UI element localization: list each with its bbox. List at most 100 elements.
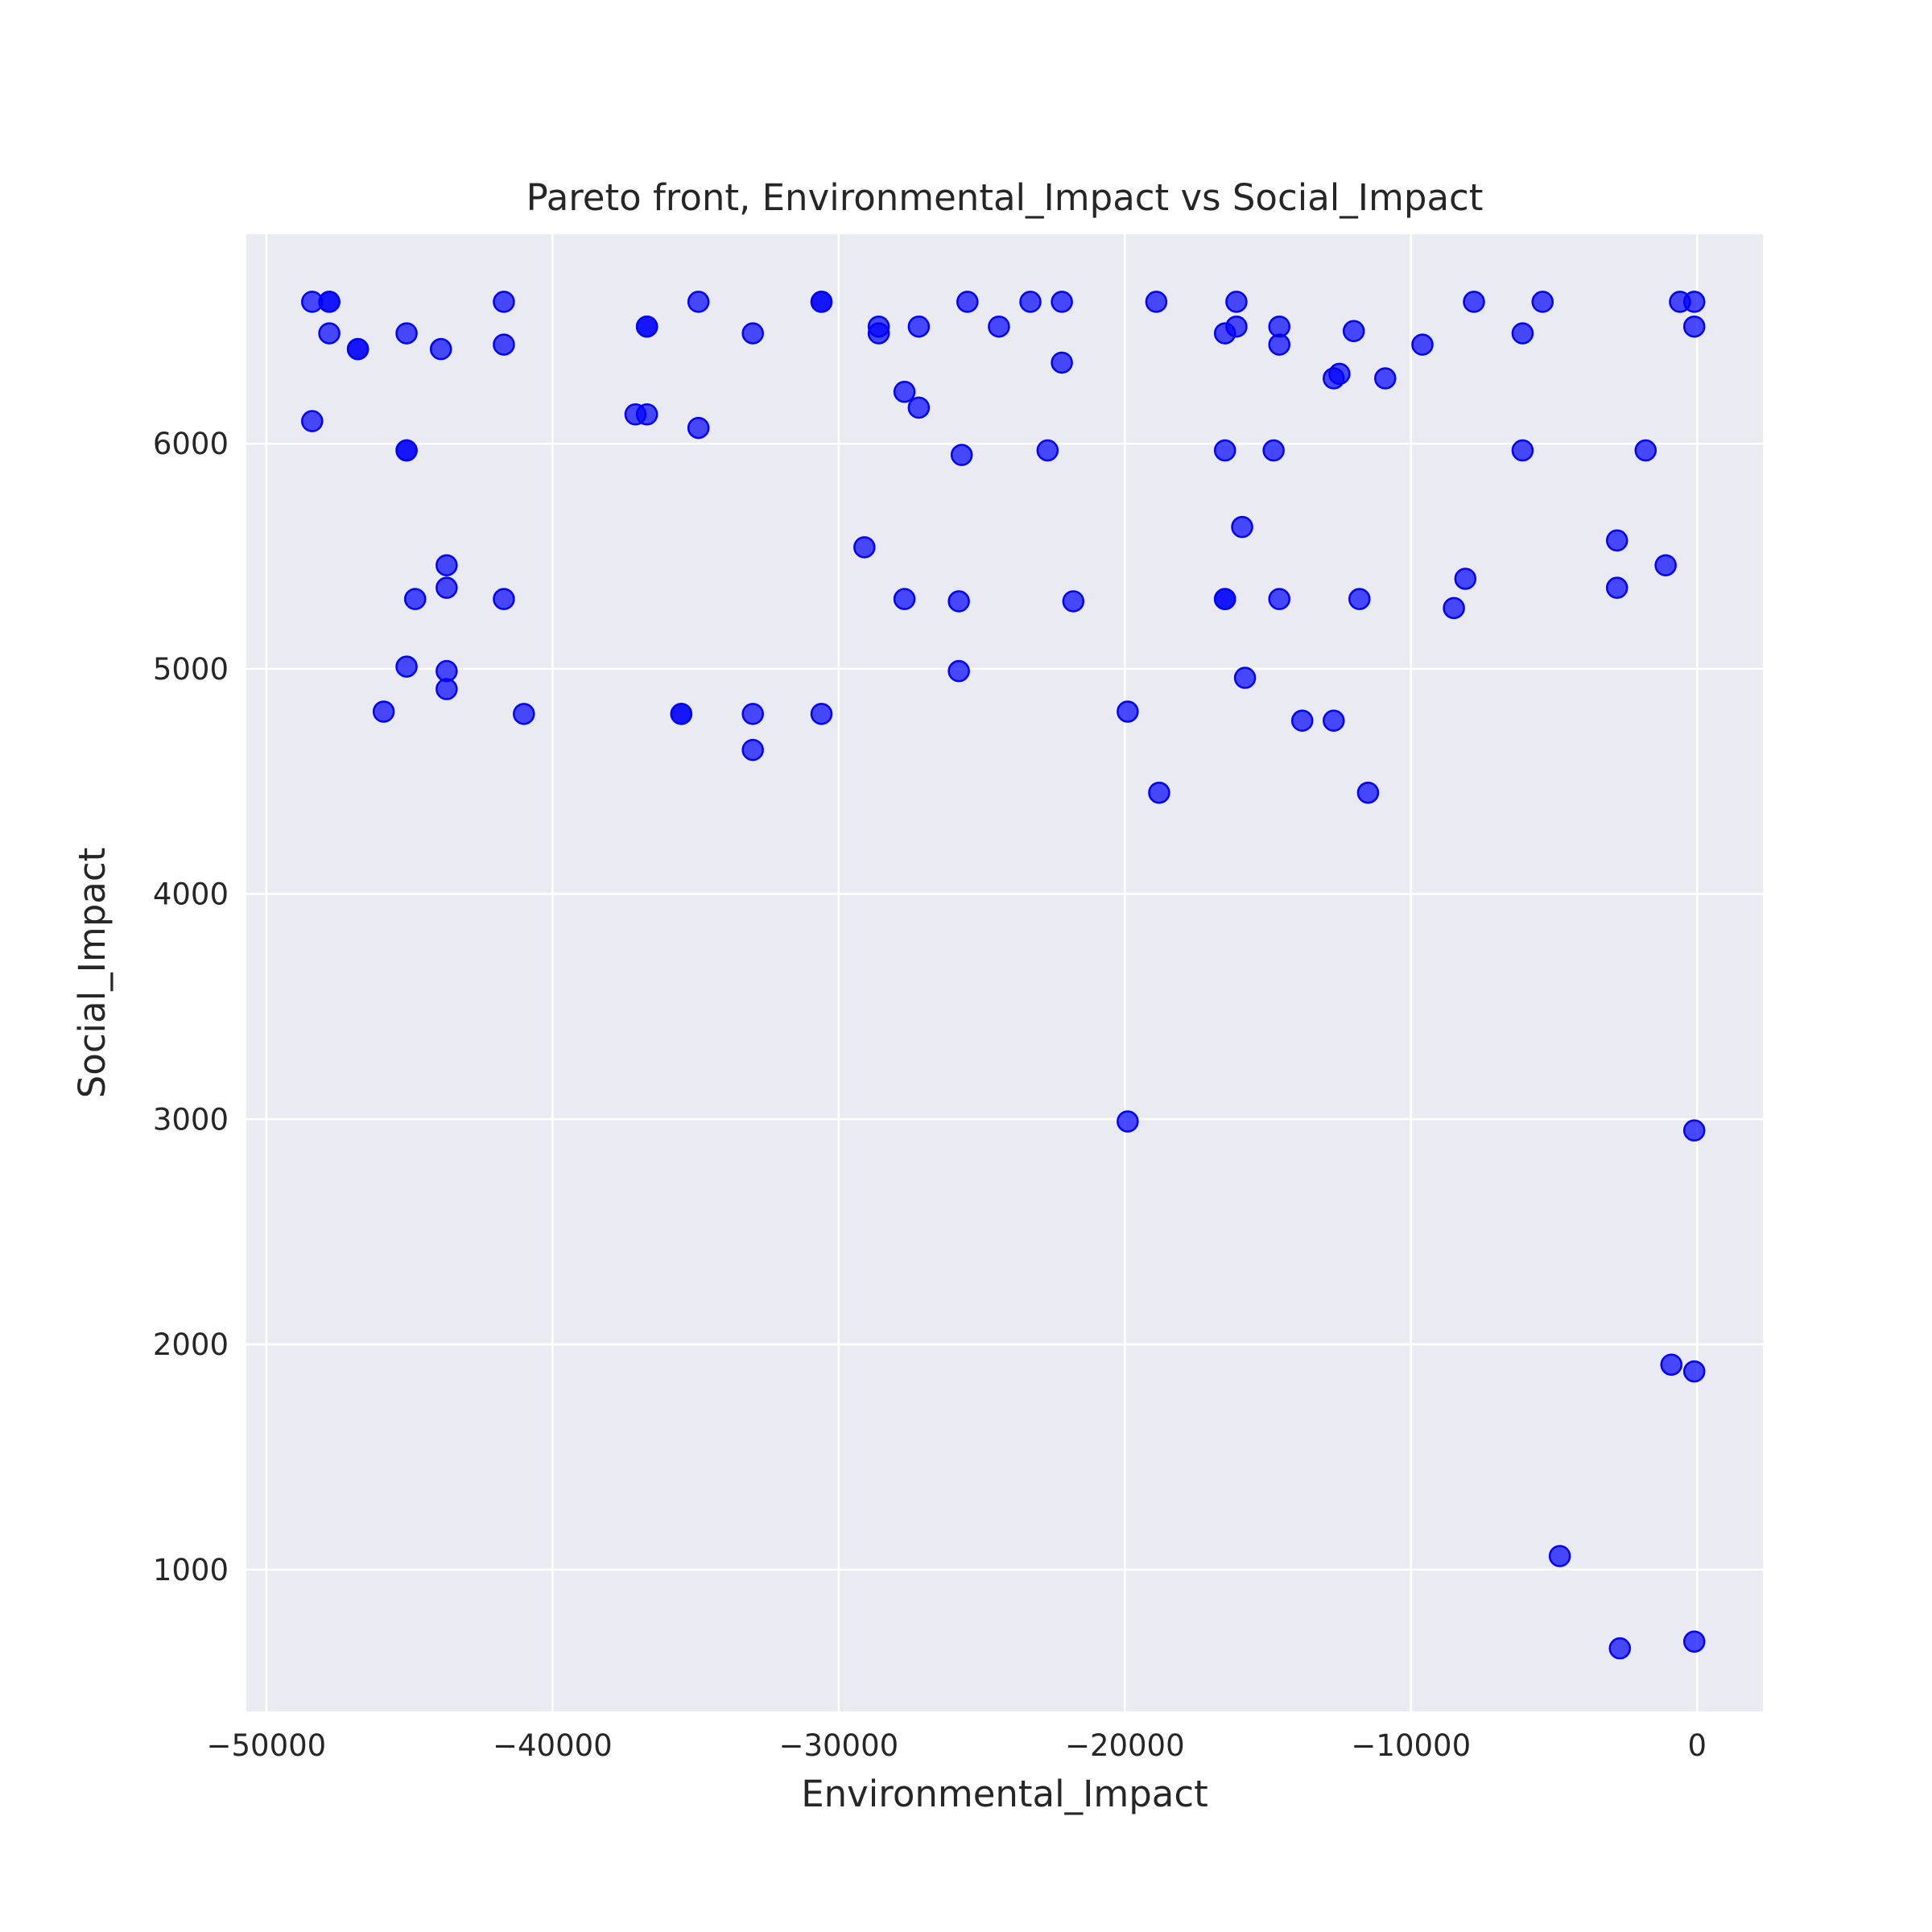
data-point	[1634, 439, 1657, 462]
data-point	[436, 554, 458, 576]
data-point	[1342, 320, 1365, 343]
y-tick-label: 6000	[153, 427, 229, 461]
data-point	[1213, 588, 1236, 610]
data-point	[1348, 588, 1371, 610]
data-point	[493, 588, 515, 610]
data-point	[1051, 291, 1073, 313]
data-point	[741, 703, 764, 725]
data-point	[687, 291, 710, 313]
grid	[246, 234, 1763, 1711]
data-point	[893, 381, 916, 403]
data-point	[493, 333, 515, 356]
data-point	[741, 322, 764, 345]
data-point	[1511, 322, 1534, 345]
data-point	[1531, 291, 1554, 313]
data-point	[1608, 1637, 1632, 1660]
data-point	[1213, 439, 1236, 462]
data-point	[346, 337, 369, 361]
y-axis-label: Social_Impact	[71, 848, 114, 1099]
data-point	[1036, 439, 1059, 462]
data-point	[1463, 291, 1485, 313]
data-point	[1374, 367, 1397, 390]
data-point	[1062, 590, 1085, 613]
data-point	[1231, 515, 1253, 539]
data-point	[372, 700, 395, 723]
data-point	[1682, 315, 1706, 338]
plot-area	[246, 234, 1763, 1711]
data-point	[1051, 351, 1073, 374]
x-tick-label: −50000	[207, 1728, 327, 1763]
data-points	[301, 291, 1706, 1660]
data-point	[1605, 529, 1629, 552]
tick-labels: −50000 −40000 −30000 −20000 −10000 0 1000 2000 3…	[153, 427, 1707, 1763]
data-point	[1511, 439, 1534, 462]
data-point	[403, 588, 427, 610]
data-point	[988, 315, 1010, 338]
x-axis-label: Environmental_Impact	[801, 1773, 1208, 1815]
y-tick-label: 3000	[153, 1102, 229, 1137]
data-point	[907, 396, 931, 419]
y-tick-label: 2000	[153, 1327, 229, 1362]
data-point	[687, 416, 710, 440]
data-point	[1682, 1119, 1706, 1142]
data-point	[318, 291, 341, 313]
data-point	[810, 703, 833, 725]
data-point	[670, 703, 693, 725]
data-point	[395, 322, 418, 345]
data-point	[1323, 709, 1345, 732]
data-point	[741, 738, 764, 762]
data-point	[493, 291, 515, 313]
data-point	[853, 536, 876, 559]
data-point	[867, 322, 890, 345]
x-tick-label: 0	[1687, 1728, 1707, 1763]
data-point	[1290, 709, 1314, 732]
data-point	[1682, 291, 1706, 313]
data-point	[1117, 1110, 1139, 1133]
data-point	[1682, 1630, 1706, 1653]
data-point	[950, 444, 973, 466]
data-point	[1660, 1353, 1682, 1376]
data-point	[810, 291, 833, 313]
data-point	[1233, 667, 1257, 689]
data-point	[1654, 554, 1677, 576]
data-point	[893, 588, 916, 610]
data-point	[436, 678, 458, 700]
data-point	[1117, 700, 1139, 723]
data-point	[947, 590, 970, 613]
data-point	[1454, 568, 1477, 590]
data-point	[1262, 439, 1285, 462]
x-tick-label: −40000	[493, 1728, 613, 1763]
data-point	[301, 410, 324, 432]
data-point	[947, 659, 970, 683]
data-point	[1148, 781, 1170, 804]
data-point	[635, 315, 658, 338]
data-point	[513, 703, 535, 725]
chart-title: Pareto front, Environmental_Impact vs So…	[526, 176, 1484, 219]
data-point	[436, 576, 458, 599]
data-point	[1682, 1360, 1706, 1383]
data-point	[1411, 333, 1434, 356]
data-point	[1145, 291, 1168, 313]
data-point	[1268, 588, 1291, 610]
data-point	[907, 315, 931, 338]
x-tick-label: −10000	[1351, 1728, 1471, 1763]
data-point	[318, 322, 341, 345]
y-tick-label: 4000	[153, 877, 229, 912]
data-point	[1328, 362, 1351, 386]
x-tick-label: −20000	[1065, 1728, 1185, 1763]
data-point	[429, 337, 452, 361]
data-point	[1443, 597, 1465, 620]
data-point	[1548, 1545, 1571, 1567]
y-tick-label: 1000	[153, 1553, 229, 1587]
data-point	[1019, 291, 1042, 313]
x-tick-label: −30000	[778, 1728, 898, 1763]
data-point	[395, 655, 418, 678]
data-point	[635, 403, 658, 426]
data-point	[1225, 315, 1248, 338]
data-point	[1605, 576, 1629, 599]
data-point	[1356, 781, 1380, 804]
data-point	[956, 291, 979, 313]
data-point	[1268, 333, 1291, 356]
